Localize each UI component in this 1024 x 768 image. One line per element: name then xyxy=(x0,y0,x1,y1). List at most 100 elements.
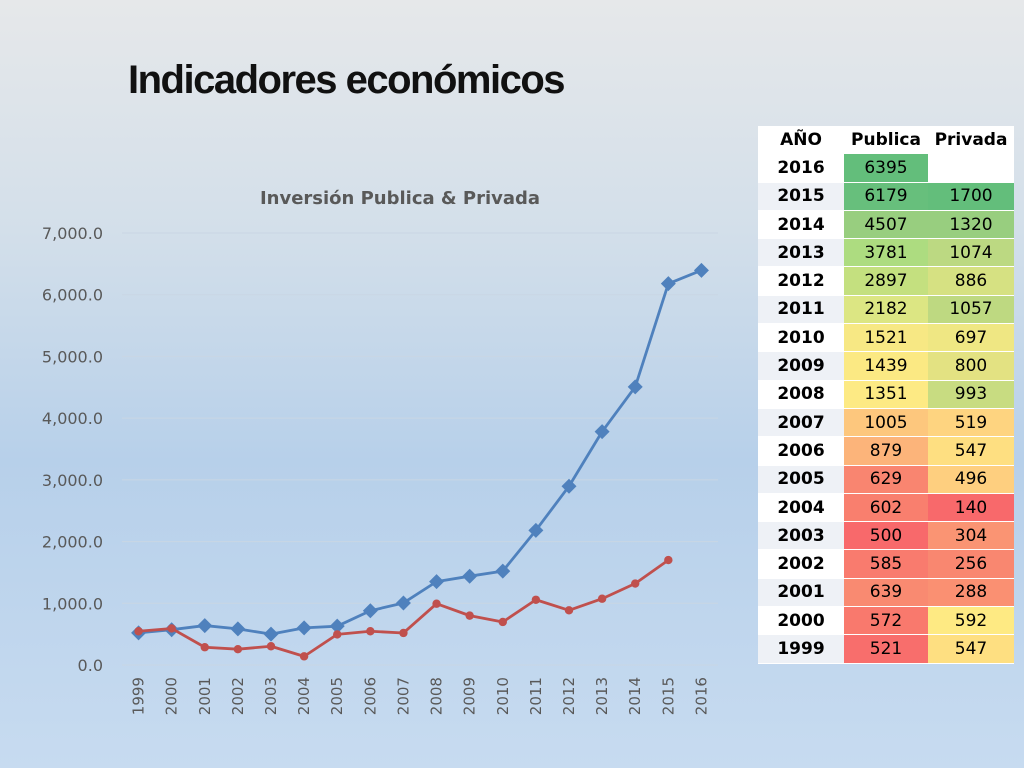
cell-privada: 1700 xyxy=(928,182,1014,211)
cell-privada: 1074 xyxy=(928,238,1014,268)
cell-year: 2010 xyxy=(758,323,844,353)
cell-year: 2011 xyxy=(758,295,844,325)
table-row: 2015 6179 1700 xyxy=(758,182,1014,211)
cell-publica: 1005 xyxy=(844,408,928,438)
table-row: 2002 585 256 xyxy=(758,549,1014,579)
x-tick-label: 2007 xyxy=(394,677,412,715)
x-tick-label: 2015 xyxy=(659,677,677,715)
series-point xyxy=(660,276,676,292)
cell-year: 2005 xyxy=(758,465,844,494)
table-row: 2013 3781 1074 xyxy=(758,238,1014,268)
cell-year: 2015 xyxy=(758,182,844,211)
cell-publica: 6395 xyxy=(844,153,928,183)
cell-year: 2013 xyxy=(758,238,844,268)
x-tick-label: 2011 xyxy=(527,677,545,715)
cell-privada: 1320 xyxy=(928,210,1014,240)
x-tick-label: 2005 xyxy=(328,677,346,715)
y-tick-label: 7,000.0 xyxy=(42,224,103,243)
y-tick-label: 6,000.0 xyxy=(42,286,103,305)
series-point xyxy=(627,379,643,395)
series-point xyxy=(263,626,279,642)
cell-year: 2004 xyxy=(758,493,844,523)
table-row: 2009 1439 800 xyxy=(758,351,1014,381)
series-point xyxy=(366,627,375,636)
cell-year: 2003 xyxy=(758,521,844,551)
cell-privada: 519 xyxy=(928,408,1014,438)
chart-canvas: Inversión Publica & Privada 0.0 1,000.0 2,… xyxy=(42,188,718,715)
line-chart: Inversión Publica & Privada 0.0 1,000.0 2,… xyxy=(0,150,740,768)
cell-privada: 256 xyxy=(928,549,1014,579)
table-row: 2016 6395 xyxy=(758,153,1014,183)
cell-publica: 1439 xyxy=(844,351,928,381)
table-row: 2008 1351 993 xyxy=(758,380,1014,409)
x-tick-label: 2004 xyxy=(295,677,313,715)
table-row: 2012 2897 886 xyxy=(758,266,1014,296)
x-tick-label: 2013 xyxy=(593,677,611,715)
cell-year: 2006 xyxy=(758,436,844,466)
series-point xyxy=(333,630,342,639)
chart-title: Inversión Publica & Privada xyxy=(260,188,540,209)
slide-title: Indicadores económicos xyxy=(128,58,566,102)
cell-publica: 1521 xyxy=(844,323,928,353)
series-point xyxy=(693,262,709,278)
series-point xyxy=(462,568,478,584)
cell-privada: 140 xyxy=(928,493,1014,523)
series-point xyxy=(594,424,610,440)
series-point xyxy=(134,627,143,636)
cell-publica: 3781 xyxy=(844,238,928,268)
cell-publica: 6179 xyxy=(844,182,928,211)
cell-privada: 800 xyxy=(928,351,1014,381)
cell-publica: 2182 xyxy=(844,295,928,325)
cell-privada: 1057 xyxy=(928,295,1014,325)
series-point xyxy=(230,621,246,637)
series-point xyxy=(631,579,640,588)
cell-publica: 500 xyxy=(844,521,928,551)
cell-publica: 4507 xyxy=(844,210,928,240)
series-point xyxy=(664,555,673,565)
x-tick-label: 2008 xyxy=(428,677,446,715)
series-point xyxy=(597,594,607,603)
cell-privada: 993 xyxy=(928,380,1014,409)
cell-publica: 879 xyxy=(844,436,928,466)
cell-publica: 2897 xyxy=(844,266,928,296)
cell-year: 2001 xyxy=(758,578,844,608)
y-tick-label: 4,000.0 xyxy=(42,409,103,428)
table-row: 2000 572 592 xyxy=(758,606,1014,636)
x-tick-label: 2012 xyxy=(560,677,578,715)
series-point xyxy=(233,645,243,654)
series-point xyxy=(528,522,544,538)
cell-privada: 592 xyxy=(928,606,1014,636)
table-header-row: AÑO Publica Privada xyxy=(758,126,1014,155)
cell-year: 2008 xyxy=(758,380,844,409)
x-tick-label: 1999 xyxy=(130,677,148,715)
cell-year: 2014 xyxy=(758,210,844,240)
cell-year: 1999 xyxy=(758,634,844,664)
series-point xyxy=(329,618,345,634)
series-point xyxy=(495,563,511,579)
series-point xyxy=(362,603,378,619)
series-point xyxy=(531,595,541,604)
series-point xyxy=(167,624,176,633)
series-line-0 xyxy=(138,269,702,636)
x-tick-label: 2016 xyxy=(692,677,710,715)
data-table: AÑO Publica Privada 2016 6395 2015 6179 1700… xyxy=(758,126,1014,664)
cell-privada: 547 xyxy=(928,634,1014,664)
table-row: 2006 879 547 xyxy=(758,436,1014,466)
table-row: 2010 1521 697 xyxy=(758,323,1014,353)
table-row: 2007 1005 519 xyxy=(758,408,1014,438)
cell-publica: 572 xyxy=(844,606,928,636)
series-point xyxy=(197,618,213,634)
cell-publica: 1351 xyxy=(844,380,928,409)
header-privada: Privada xyxy=(928,126,1014,155)
series-point xyxy=(266,642,276,651)
x-tick-label: 2001 xyxy=(196,677,214,715)
table-row: 2005 629 496 xyxy=(758,465,1014,494)
cell-year: 2007 xyxy=(758,408,844,438)
table-row: 2014 4507 1320 xyxy=(758,210,1014,240)
series-point xyxy=(200,643,209,652)
y-tick-label: 5,000.0 xyxy=(42,347,103,366)
cell-year: 2016 xyxy=(758,153,844,183)
cell-publica: 602 xyxy=(844,493,928,523)
x-tick-label: 2010 xyxy=(494,677,512,715)
series-point xyxy=(432,599,441,608)
